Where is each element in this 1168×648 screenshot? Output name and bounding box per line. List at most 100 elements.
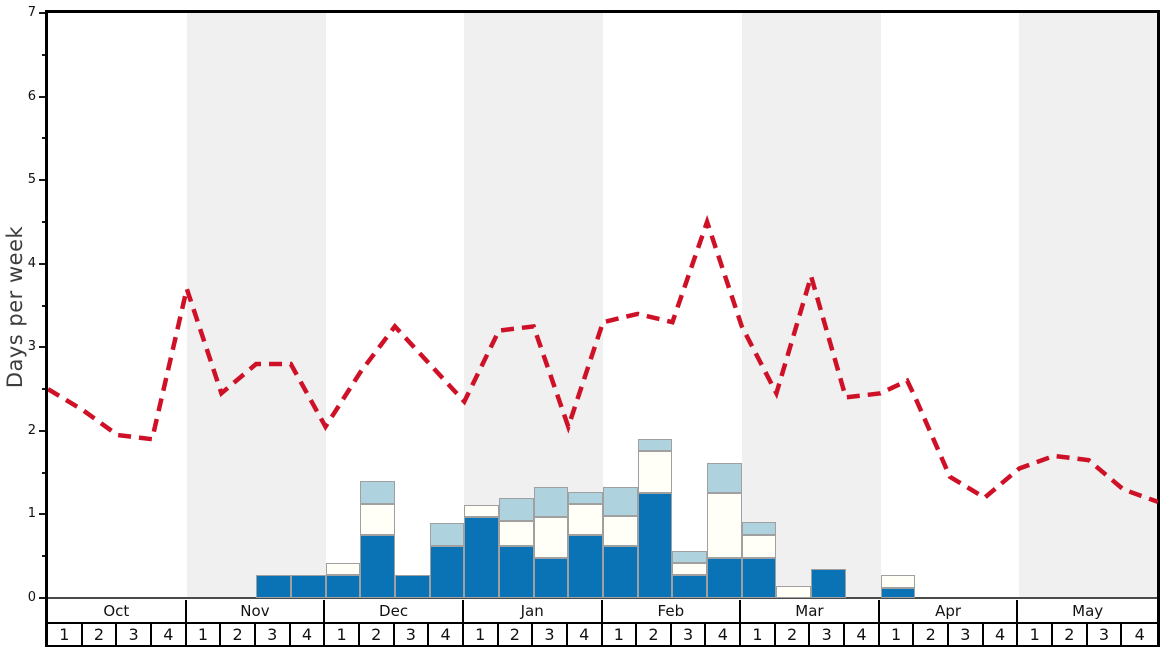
bar-segment-light-blue [568, 491, 603, 505]
stacked-bars-layer [48, 13, 1158, 598]
bar-feb-week4 [707, 13, 742, 598]
bar-segment-dark-blue [568, 534, 603, 598]
bar-segment-white [637, 450, 673, 493]
bar-segment-dark-blue [637, 492, 673, 598]
bar-segment-white [533, 516, 569, 558]
bar-jan-week2 [498, 13, 534, 598]
bar-segment-light-blue [741, 521, 777, 535]
week-cell-nov-3: 3 [255, 624, 291, 645]
y-axis-tick-label: 7 [27, 5, 36, 20]
week-cell-apr-2: 2 [914, 624, 950, 645]
week-cell-feb-2: 2 [637, 624, 672, 645]
week-cell-mar-4: 4 [845, 624, 880, 645]
bar-segment-white [880, 574, 916, 588]
bar-segment-white [776, 586, 812, 598]
bar-jan-week3 [533, 13, 569, 598]
bar-segment-white [464, 505, 499, 517]
bar-segment-dark-blue [394, 574, 430, 598]
week-cell-feb-1: 1 [602, 624, 638, 645]
bar-segment-dark-blue [811, 568, 846, 598]
bar-segment-white [707, 492, 742, 558]
y-axis-major-tick [39, 513, 48, 516]
month-shade-band-may [1019, 13, 1158, 598]
bar-segment-dark-blue [429, 546, 465, 598]
bar-mar-week1 [741, 13, 777, 598]
bar-segment-light-blue [707, 463, 742, 493]
y-axis-line [45, 10, 48, 647]
week-cell-mar-2: 2 [775, 624, 811, 645]
y-axis-tick-label: 0 [27, 590, 36, 605]
week-cell-oct-3: 3 [117, 624, 152, 645]
week-cell-mar-3: 3 [810, 624, 846, 645]
bar-segment-dark-blue [256, 574, 291, 598]
bar-dec-week4 [429, 13, 465, 598]
bar-mar-week2 [776, 13, 812, 598]
month-cell-apr: Apr [879, 600, 1019, 622]
y-axis-major-tick [39, 12, 48, 14]
week-cell-nov-4: 4 [290, 624, 326, 645]
x-axis-line [48, 597, 1157, 599]
week-cell-dec-1: 1 [325, 624, 360, 645]
bar-apr-week1 [880, 13, 916, 598]
red-dashed-trend-line [48, 214, 1158, 505]
y-axis-tick-label: 4 [27, 255, 36, 271]
week-cell-apr-4: 4 [983, 624, 1019, 645]
week-cell-feb-4: 4 [706, 624, 742, 645]
trend-line-layer [48, 214, 1158, 505]
bar-segment-light-blue [533, 486, 569, 517]
month-shade-band-nov [186, 13, 326, 598]
bar-jan-week4 [568, 13, 603, 598]
bar-feb-week3 [672, 13, 708, 598]
week-cell-apr-1: 1 [879, 624, 915, 645]
bar-segment-dark-blue [533, 557, 569, 598]
bar-segment-dark-blue [325, 574, 361, 598]
week-cell-nov-2: 2 [221, 624, 256, 645]
week-cell-dec-2: 2 [359, 624, 395, 645]
bar-dec-week1 [325, 13, 361, 598]
plot-area [48, 13, 1158, 598]
bar-nov-week4 [290, 13, 326, 598]
bar-segment-white [672, 562, 708, 575]
bar-feb-week1 [603, 13, 638, 598]
bar-dec-week3 [394, 13, 430, 598]
bar-segment-white [741, 534, 777, 558]
month-cell-oct: Oct [48, 600, 187, 622]
week-cell-mar-1: 1 [741, 624, 776, 645]
y-axis-tick-label: 1 [27, 506, 36, 522]
month-cell-nov: Nov [186, 600, 326, 622]
bar-segment-light-blue [498, 497, 534, 522]
bar-mar-week3 [811, 13, 846, 598]
month-cell-jan: Jan [463, 600, 603, 622]
bar-segment-dark-blue [603, 546, 638, 598]
week-cell-nov-1: 1 [186, 624, 222, 645]
y-axis-major-tick [39, 179, 48, 182]
bar-segment-white [325, 562, 361, 575]
y-axis-title: Days per week [3, 225, 27, 389]
week-cell-oct-4: 4 [151, 624, 187, 645]
bar-segment-dark-blue [741, 557, 777, 598]
y-axis-tick-label: 2 [27, 422, 36, 438]
y-axis-major-tick [39, 262, 48, 265]
y-axis-major-tick [39, 597, 48, 599]
bar-segment-light-blue [603, 486, 638, 517]
week-cell-oct-1: 1 [48, 624, 83, 645]
week-cell-dec-3: 3 [394, 624, 430, 645]
month-cell-feb: Feb [602, 600, 742, 622]
bar-segment-dark-blue [880, 587, 916, 598]
y-axis-tick-label: 5 [27, 172, 36, 188]
y-axis-tick-label: 3 [27, 339, 36, 355]
y-axis-major-tick [39, 95, 48, 98]
week-cell-may-1: 1 [1018, 624, 1054, 645]
week-cell-jan-3: 3 [533, 624, 568, 645]
y-axis-major-tick [39, 346, 48, 349]
bar-segment-white [603, 516, 638, 547]
bar-segment-dark-blue [707, 557, 742, 598]
plot-border-right [1157, 10, 1160, 647]
week-cell-may-4: 4 [1122, 624, 1157, 645]
plot-border-top [45, 10, 1160, 13]
week-cell-may-3: 3 [1087, 624, 1123, 645]
bar-segment-white [360, 504, 395, 535]
week-cell-oct-2: 2 [82, 624, 118, 645]
